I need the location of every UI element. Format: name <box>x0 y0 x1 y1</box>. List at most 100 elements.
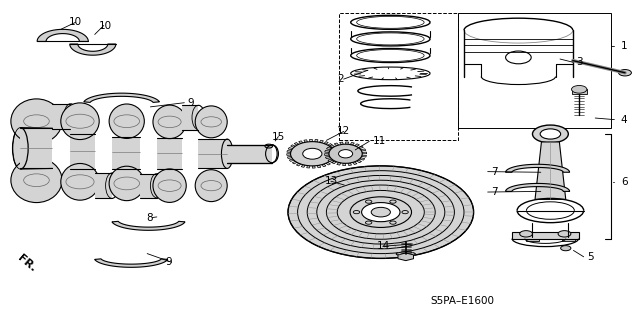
Text: 11: 11 <box>372 136 386 146</box>
Polygon shape <box>287 154 291 155</box>
Polygon shape <box>398 253 413 261</box>
Polygon shape <box>328 144 332 146</box>
Polygon shape <box>317 165 321 168</box>
Circle shape <box>350 197 412 227</box>
Polygon shape <box>157 138 182 169</box>
Polygon shape <box>332 158 337 160</box>
Polygon shape <box>332 161 337 164</box>
Polygon shape <box>360 158 365 160</box>
Polygon shape <box>506 183 570 191</box>
Polygon shape <box>356 160 362 163</box>
Bar <box>339 13 458 140</box>
Text: 13: 13 <box>324 176 338 186</box>
Polygon shape <box>362 152 367 154</box>
Circle shape <box>532 125 568 143</box>
Polygon shape <box>288 147 292 150</box>
Polygon shape <box>326 147 332 150</box>
Text: 4: 4 <box>621 115 627 125</box>
Polygon shape <box>326 162 330 165</box>
Polygon shape <box>95 173 112 198</box>
Polygon shape <box>512 232 579 239</box>
Polygon shape <box>334 152 338 154</box>
Polygon shape <box>84 93 159 102</box>
Polygon shape <box>289 159 294 161</box>
Ellipse shape <box>195 170 227 202</box>
Ellipse shape <box>396 252 415 256</box>
Ellipse shape <box>11 99 62 144</box>
Polygon shape <box>112 137 140 169</box>
Polygon shape <box>70 44 116 55</box>
Polygon shape <box>324 154 329 155</box>
Text: 9: 9 <box>165 257 172 267</box>
Polygon shape <box>227 145 272 163</box>
Polygon shape <box>325 156 330 159</box>
Polygon shape <box>333 149 337 151</box>
Text: 14: 14 <box>376 241 390 251</box>
Polygon shape <box>292 161 297 164</box>
Ellipse shape <box>221 139 233 168</box>
Text: 12: 12 <box>337 126 351 137</box>
Text: 2: 2 <box>337 74 344 84</box>
Text: 6: 6 <box>621 177 627 187</box>
Circle shape <box>288 166 474 258</box>
Polygon shape <box>526 237 539 241</box>
Polygon shape <box>350 142 355 145</box>
Polygon shape <box>20 128 52 168</box>
Ellipse shape <box>303 148 322 159</box>
Polygon shape <box>361 149 366 151</box>
Polygon shape <box>182 105 198 130</box>
Ellipse shape <box>11 158 62 203</box>
Polygon shape <box>287 151 291 152</box>
Polygon shape <box>291 145 295 147</box>
Text: S5PA–E1600: S5PA–E1600 <box>430 296 494 306</box>
Polygon shape <box>324 151 330 152</box>
Polygon shape <box>304 140 307 142</box>
Circle shape <box>619 70 632 76</box>
Polygon shape <box>37 29 88 41</box>
Polygon shape <box>198 139 227 168</box>
Polygon shape <box>330 145 335 147</box>
Ellipse shape <box>329 144 362 163</box>
Ellipse shape <box>195 106 227 138</box>
Polygon shape <box>301 165 305 167</box>
Circle shape <box>561 246 571 251</box>
Ellipse shape <box>109 166 145 201</box>
Polygon shape <box>312 166 315 168</box>
Ellipse shape <box>291 142 334 166</box>
Text: 10: 10 <box>69 17 83 27</box>
Ellipse shape <box>153 169 186 203</box>
Ellipse shape <box>339 150 353 158</box>
Polygon shape <box>227 145 272 163</box>
Polygon shape <box>330 160 334 163</box>
Polygon shape <box>294 143 299 145</box>
Text: 1: 1 <box>621 41 627 51</box>
Polygon shape <box>348 163 351 166</box>
Polygon shape <box>535 142 566 199</box>
Polygon shape <box>95 259 168 267</box>
Ellipse shape <box>61 164 99 200</box>
Ellipse shape <box>153 105 186 138</box>
Circle shape <box>371 207 390 217</box>
Polygon shape <box>353 162 357 165</box>
Polygon shape <box>70 134 95 169</box>
Polygon shape <box>506 164 570 172</box>
Polygon shape <box>319 140 323 143</box>
Polygon shape <box>337 162 341 165</box>
Polygon shape <box>342 163 346 166</box>
Polygon shape <box>572 89 587 94</box>
Polygon shape <box>340 142 343 145</box>
Bar <box>458 13 611 128</box>
Polygon shape <box>355 144 360 146</box>
Text: 8: 8 <box>146 212 152 223</box>
Text: 5: 5 <box>588 252 594 262</box>
Circle shape <box>520 231 532 237</box>
Circle shape <box>362 203 400 222</box>
Polygon shape <box>299 141 303 144</box>
Ellipse shape <box>109 104 145 138</box>
Polygon shape <box>334 143 339 146</box>
Polygon shape <box>307 166 310 168</box>
Text: FR.: FR. <box>16 253 38 273</box>
Polygon shape <box>52 104 70 129</box>
Text: 9: 9 <box>187 98 193 108</box>
Text: 10: 10 <box>99 20 113 31</box>
